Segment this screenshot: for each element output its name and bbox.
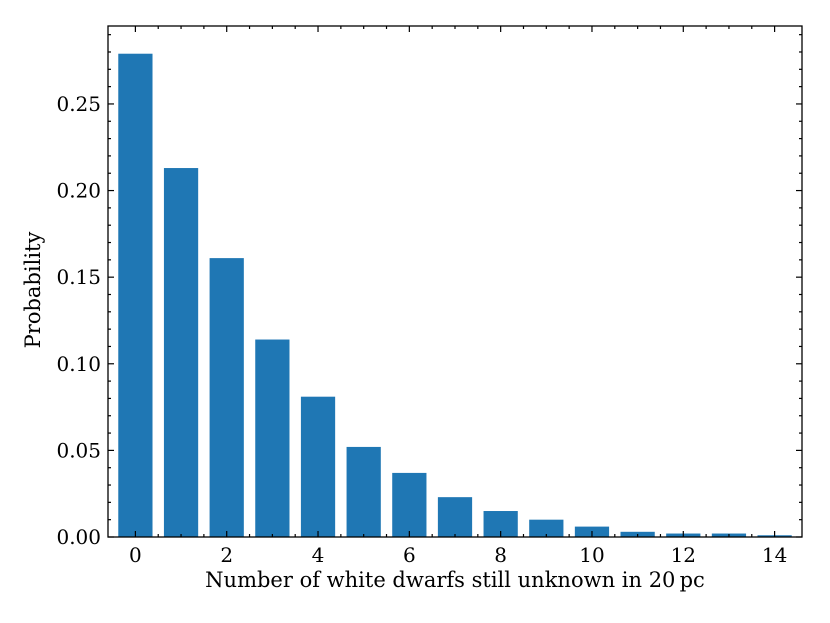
x-tick-label: 14 — [762, 543, 787, 567]
y-tick-label: 0.20 — [56, 179, 101, 203]
x-tick-label: 0 — [129, 543, 142, 567]
y-axis-label: Probability — [21, 232, 45, 349]
x-tick-label: 12 — [671, 543, 696, 567]
bar-6 — [392, 472, 427, 537]
x-tick-label: 10 — [579, 543, 604, 567]
ticks-group — [108, 26, 802, 538]
y-tick-label: 0.05 — [56, 438, 101, 462]
x-axis-label: Number of white dwarfs still unknown in … — [205, 568, 705, 592]
y-tick-label: 0.15 — [56, 265, 101, 289]
bars-group — [118, 53, 792, 537]
y-tick-label: 0.25 — [56, 92, 101, 116]
bar-4 — [300, 396, 336, 537]
bar-1 — [163, 168, 199, 537]
y-tick-label: 0.10 — [56, 352, 101, 376]
bar-9 — [529, 519, 564, 537]
bar-3 — [255, 339, 290, 537]
x-tick-label: 4 — [312, 543, 325, 567]
bar-5 — [346, 446, 381, 537]
bar-2 — [209, 258, 244, 537]
bar-7 — [437, 497, 473, 537]
tick-labels-group: 0 2 4 6 8 10 12 14 0.00 0.05 0.10 0.15 0.20 0.25 — [56, 92, 787, 567]
x-tick-label: 2 — [220, 543, 233, 567]
bar-0 — [118, 53, 153, 537]
x-tick-label: 8 — [494, 543, 507, 567]
x-tick-label: 6 — [403, 543, 416, 567]
y-tick-label: 0.00 — [56, 525, 101, 549]
